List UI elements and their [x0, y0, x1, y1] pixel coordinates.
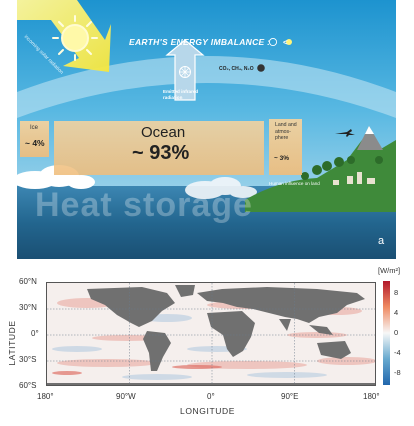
infrared-small-icon — [268, 37, 278, 47]
map-artwork — [47, 283, 375, 385]
y-axis-label: LATITUDE — [7, 320, 17, 366]
ocean-label: Ocean — [141, 124, 186, 141]
cloud-left — [17, 165, 95, 189]
colorbar-tick-4: 4 — [394, 308, 399, 317]
colorbar-tick-neg4: -4 — [394, 348, 401, 357]
land-atmosphere-label: Land and atmos-phere — [275, 122, 297, 141]
buildings — [333, 172, 375, 185]
atmosphere-band — [17, 56, 396, 118]
africa — [207, 311, 255, 357]
x-tick-90e: 90°E — [281, 392, 299, 401]
x-tick-180w: 180° — [37, 392, 54, 401]
human-influence-label: Human influence on land — [269, 181, 320, 186]
ice-label: Ice — [30, 125, 39, 131]
gas-molecule-icon — [257, 64, 265, 72]
ice-box — [20, 121, 49, 157]
antarctica — [47, 383, 375, 385]
eurasia — [197, 287, 365, 323]
x-axis-label: LONGITUDE — [180, 406, 235, 416]
gridlines — [47, 283, 375, 385]
trees — [301, 156, 383, 180]
airplane-icon — [335, 129, 355, 137]
colorbar-tick-8: 8 — [394, 288, 399, 297]
land-percent: ~ 3% — [274, 155, 289, 162]
ice-percent: ~ 4% — [25, 138, 45, 148]
y-tick-60s: 60°S — [19, 381, 37, 390]
x-tick-0: 0° — [207, 392, 215, 401]
imbalance-sign: < — [283, 38, 288, 47]
emitted-infrared-label: Emitted infrared radiation — [163, 89, 199, 100]
greenland — [175, 285, 195, 297]
indonesia — [309, 325, 333, 335]
north-america — [87, 287, 175, 327]
heat-storage-watermark: Heat storage — [35, 186, 253, 224]
land-box — [269, 119, 302, 175]
y-tick-0: 0° — [31, 329, 39, 338]
y-tick-60n: 60°N — [19, 277, 37, 286]
colorbar-tick-0: 0 — [394, 328, 399, 337]
colorbar — [383, 281, 390, 385]
infrared-icon — [179, 66, 191, 78]
panel-letter: a — [378, 235, 385, 247]
x-tick-90w: 90°W — [116, 392, 136, 401]
energy-imbalance-illustration: incoming solar radiation EARTH'S ENERGY … — [17, 0, 396, 259]
mountain-snow — [365, 126, 374, 134]
land-mass — [245, 136, 396, 212]
ocean-percent: ~ 93% — [132, 142, 190, 164]
australia — [317, 341, 351, 359]
anomaly-map — [46, 282, 376, 386]
colorbar-tick-neg8: -8 — [394, 368, 401, 377]
sun-icon — [52, 15, 98, 61]
continents — [47, 285, 375, 385]
illustration-artwork — [17, 0, 396, 259]
mountain — [357, 126, 383, 150]
y-tick-30n: 30°N — [19, 303, 37, 312]
colorbar-unit: [W/m²] — [378, 266, 401, 275]
imbalance-title: EARTH'S ENERGY IMBALANCE : — [129, 37, 271, 47]
india — [279, 319, 291, 331]
greenhouse-gases-label: CO₂, CH₄, N₂O — [219, 66, 254, 72]
y-tick-30s: 30°S — [19, 355, 37, 364]
x-tick-180e: 180° — [363, 392, 380, 401]
ocean-box — [54, 121, 264, 175]
cloud-right — [185, 177, 257, 199]
sun-small-icon — [286, 39, 292, 45]
